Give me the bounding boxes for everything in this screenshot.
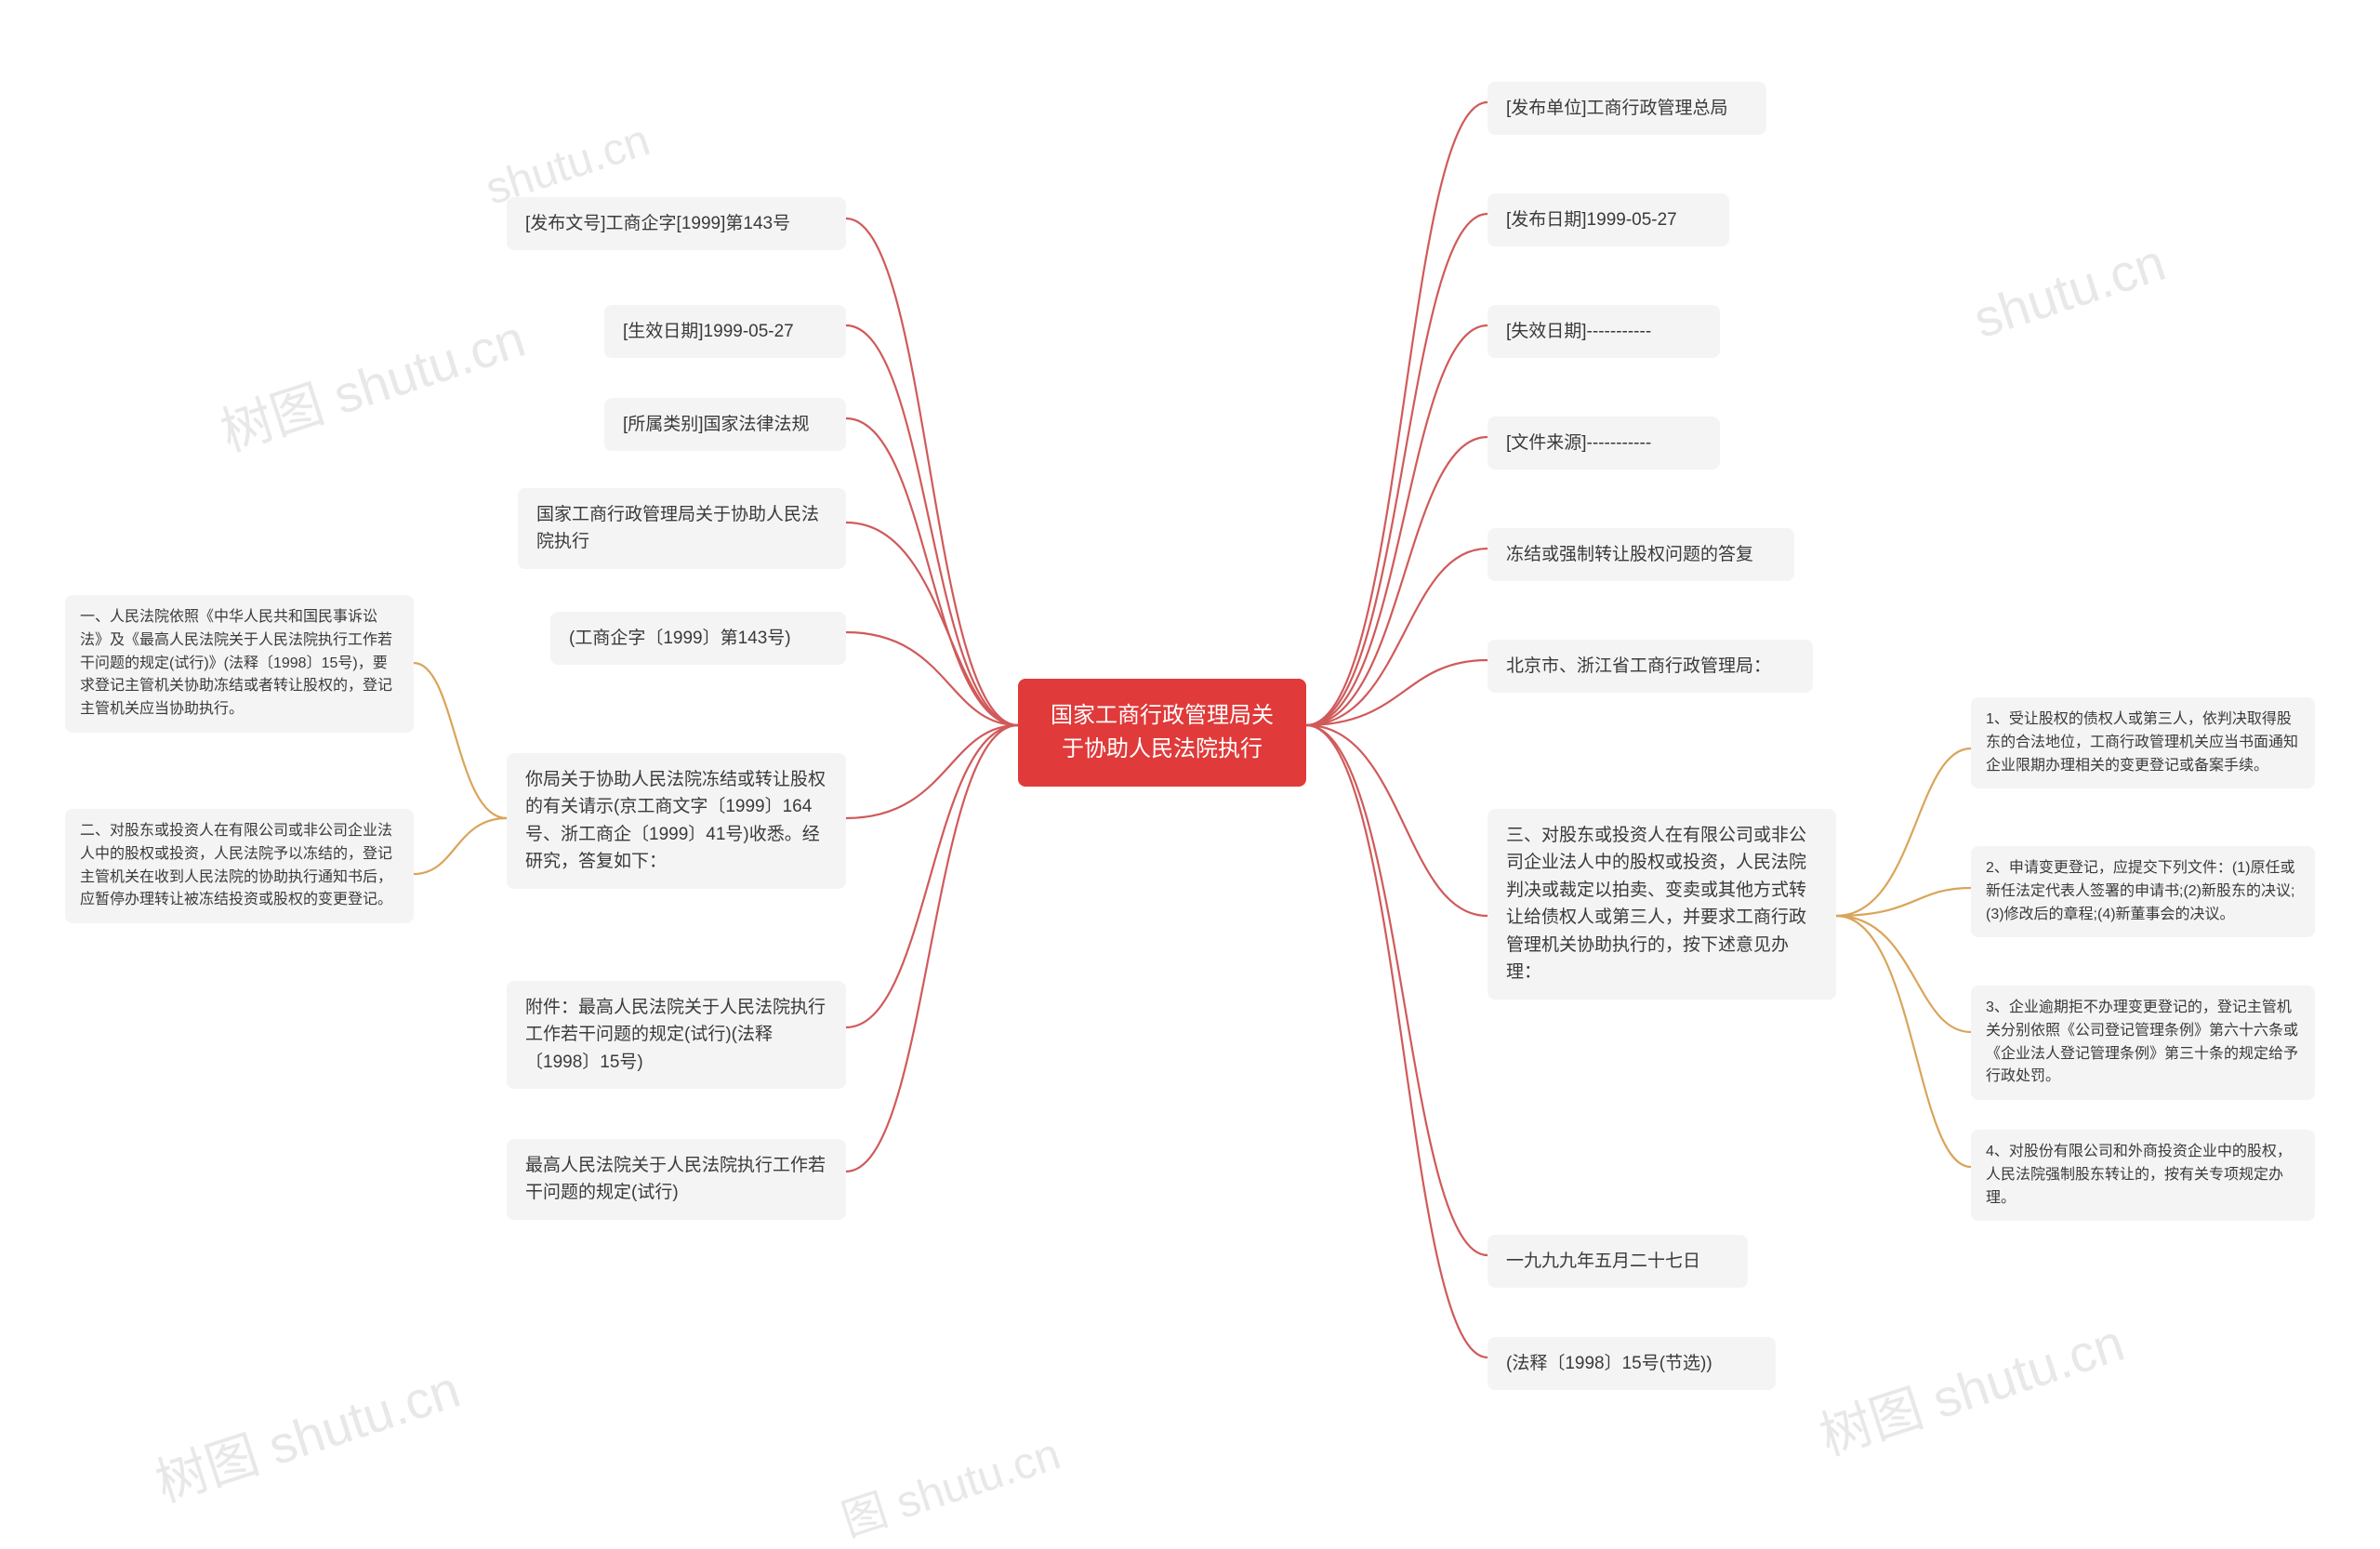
mindmap-container: 国家工商行政管理局关于协助人民法院执行 [发布文号]工商企字[1999]第143…: [0, 0, 2380, 1521]
left-node-5: (工商企字〔1999〕第143号): [550, 612, 846, 665]
left-node-1: [发布文号]工商企字[1999]第143号: [507, 197, 846, 250]
center-node: 国家工商行政管理局关于协助人民法院执行: [1018, 679, 1306, 787]
right-sub-node-2: 2、申请变更登记，应提交下列文件：(1)原任或新任法定代表人签署的申请书;(2)…: [1971, 846, 2315, 937]
left-sub-node-1: 一、人民法院依照《中华人民共和国民事诉讼法》及《最高人民法院关于人民法院执行工作…: [65, 595, 414, 733]
right-node-2: [发布日期]1999-05-27: [1488, 193, 1729, 246]
right-node-6: 北京市、浙江省工商行政管理局：: [1488, 640, 1813, 693]
right-node-8: 一九九九年五月二十七日: [1488, 1235, 1748, 1288]
left-node-6: 你局关于协助人民法院冻结或转让股权的有关请示(京工商文字〔1999〕164号、浙…: [507, 753, 846, 889]
left-node-3: [所属类别]国家法律法规: [604, 398, 846, 451]
right-node-5: 冻结或强制转让股权问题的答复: [1488, 528, 1794, 581]
left-node-8: 最高人民法院关于人民法院执行工作若干问题的规定(试行): [507, 1139, 846, 1220]
left-node-2: [生效日期]1999-05-27: [604, 305, 846, 358]
right-node-9: (法释〔1998〕15号(节选)): [1488, 1337, 1776, 1390]
right-node-1: [发布单位]工商行政管理总局: [1488, 82, 1766, 135]
right-sub-node-1: 1、受让股权的债权人或第三人，依判决取得股东的合法地位，工商行政管理机关应当书面…: [1971, 697, 2315, 788]
right-sub-node-3: 3、企业逾期拒不办理变更登记的，登记主管机关分别依照《公司登记管理条例》第六十六…: [1971, 986, 2315, 1100]
right-sub-node-4: 4、对股份有限公司和外商投资企业中的股权，人民法院强制股东转让的，按有关专项规定…: [1971, 1130, 2315, 1221]
left-node-4: 国家工商行政管理局关于协助人民法院执行: [518, 488, 846, 569]
left-node-7: 附件：最高人民法院关于人民法院执行工作若干问题的规定(试行)(法释〔1998〕1…: [507, 981, 846, 1089]
right-node-4: [文件来源]-----------: [1488, 417, 1720, 470]
right-node-7: 三、对股东或投资人在有限公司或非公司企业法人中的股权或投资，人民法院判决或裁定以…: [1488, 809, 1836, 1000]
right-node-3: [失效日期]-----------: [1488, 305, 1720, 358]
left-sub-node-2: 二、对股东或投资人在有限公司或非公司企业法人中的股权或投资，人民法院予以冻结的，…: [65, 809, 414, 923]
